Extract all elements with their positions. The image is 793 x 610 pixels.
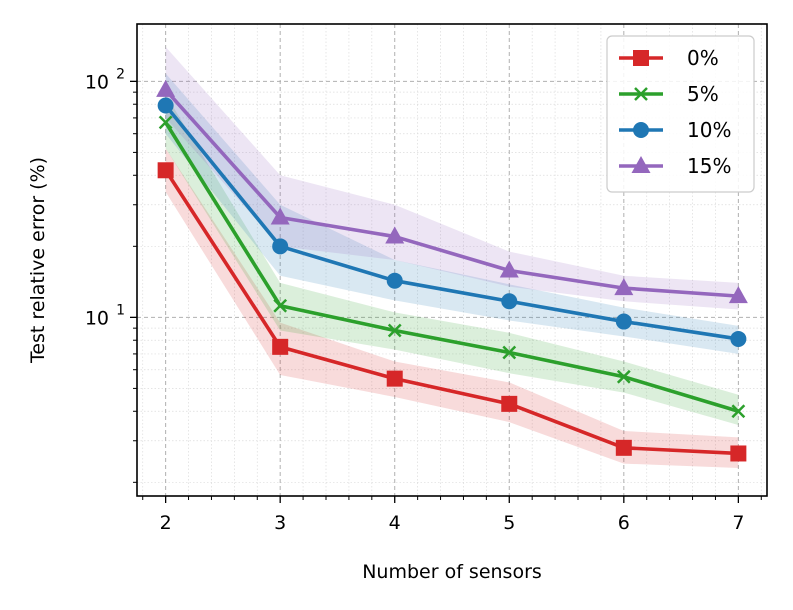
series-3-point xyxy=(499,260,519,278)
series-0-line xyxy=(164,169,739,456)
series-3-line xyxy=(164,88,739,298)
series-0-point xyxy=(157,162,174,179)
series-0-point xyxy=(272,338,289,355)
series-markers xyxy=(156,79,748,462)
legend-box xyxy=(606,35,755,193)
x-tick-label: 7 xyxy=(732,512,744,534)
legend-label: 10% xyxy=(687,118,731,142)
series-1-point-stroke xyxy=(387,323,402,338)
series-1-point-stroke xyxy=(273,298,288,313)
legend-marker-stroke xyxy=(634,87,648,101)
series-0-point xyxy=(615,439,632,456)
y-tick-label: 10 xyxy=(85,71,109,93)
legend-marker xyxy=(633,50,649,66)
series-1-point xyxy=(158,115,173,130)
legend-label: 5% xyxy=(687,82,719,106)
series-1-point-stroke xyxy=(616,369,631,384)
legend-label: 15% xyxy=(687,154,731,178)
legend-label: 0% xyxy=(687,46,719,70)
series-0-point xyxy=(501,395,518,412)
series-0-band xyxy=(165,148,739,468)
series-0-point xyxy=(730,445,747,462)
x-tick-label: 3 xyxy=(274,512,286,534)
series-1-point-stroke xyxy=(731,404,746,419)
legend: 0% 5% 10% 15% xyxy=(606,35,755,193)
series-0-point xyxy=(386,370,403,387)
axis-ticks: 2 3 4 5 6 7 10 1 10 2 xyxy=(85,66,762,534)
series-lines xyxy=(164,88,739,456)
series-1-point xyxy=(387,323,402,338)
x-axis-label: Number of sensors xyxy=(362,561,542,583)
series-1-point xyxy=(273,298,288,313)
series-1-line xyxy=(164,121,739,413)
legend-marker xyxy=(634,87,648,101)
series-1-point xyxy=(616,369,631,384)
series-1-point xyxy=(731,404,746,419)
plot-area-frame xyxy=(136,23,768,497)
series-2-line xyxy=(164,104,739,341)
series-1-point-stroke xyxy=(502,345,517,360)
series-2-point xyxy=(272,238,289,255)
series-2-point xyxy=(501,293,518,310)
series-1-point xyxy=(502,345,517,360)
x-tick-label: 5 xyxy=(503,512,515,534)
series-3-point xyxy=(156,79,176,97)
series-2-point xyxy=(157,97,174,114)
y-tick-exponent: 1 xyxy=(116,302,125,318)
series-1-point-stroke xyxy=(158,115,173,130)
y-tick-exponent: 2 xyxy=(116,66,125,82)
series-2-point xyxy=(730,330,747,347)
x-tick-label: 6 xyxy=(618,512,630,534)
x-tick-label: 2 xyxy=(160,512,172,534)
series-2-point xyxy=(615,313,632,330)
series-3-band xyxy=(165,46,739,310)
series-3-point xyxy=(728,286,748,304)
legend-marker xyxy=(631,156,651,173)
x-tick-label: 4 xyxy=(389,512,401,534)
legend-marker xyxy=(633,122,649,138)
y-axis-label: Test relative error (%) xyxy=(27,157,49,364)
series-2-point xyxy=(386,272,403,289)
series-3-point xyxy=(270,207,290,225)
series-3-point xyxy=(614,278,634,296)
series-3-point xyxy=(385,226,405,244)
series-1-band xyxy=(165,94,739,425)
y-tick-label: 10 xyxy=(85,307,109,329)
